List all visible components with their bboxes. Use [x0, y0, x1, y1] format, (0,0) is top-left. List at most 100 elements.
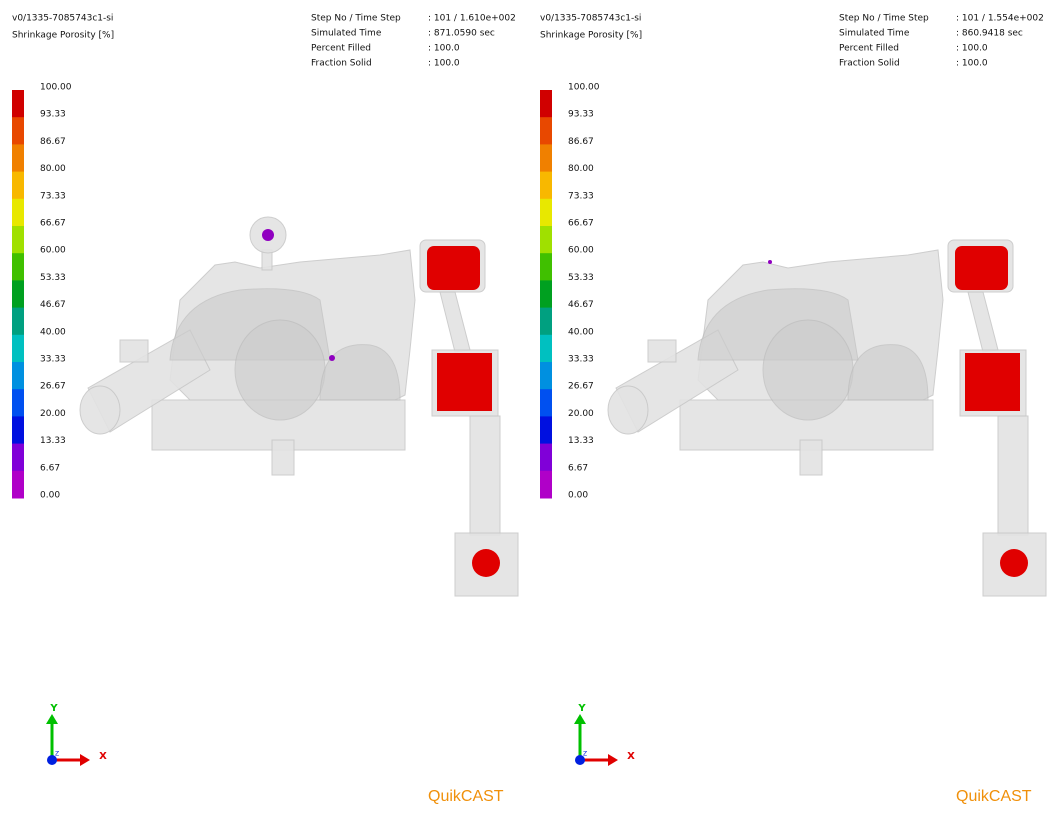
info-value: : 101 / 1.610e+002: [428, 14, 516, 24]
legend-label: 93.33: [40, 110, 66, 120]
legend-swatch: [12, 117, 24, 145]
casting-core: [234, 319, 326, 421]
legend-swatch: [12, 226, 24, 254]
axis-x-head: [608, 754, 618, 766]
legend-swatch: [12, 416, 24, 445]
porosity-region: [472, 549, 500, 577]
info-label: Percent Filled: [311, 44, 371, 54]
legend-label: 73.33: [40, 191, 66, 201]
pipe-end: [607, 385, 649, 435]
info-label: Simulated Time: [311, 29, 382, 39]
legend-swatch: [540, 470, 552, 499]
legend-swatch: [12, 470, 24, 499]
porosity-region: [437, 353, 492, 411]
casting-arch: [847, 344, 929, 401]
legend-swatch: [12, 144, 24, 173]
porosity-spot: [262, 229, 274, 241]
info-label: Simulated Time: [839, 29, 910, 39]
legend-label: 20.00: [40, 409, 66, 419]
legend-swatch: [540, 226, 552, 254]
panel: v0/1335-7085743c1-si Shrinkage Porosity […: [12, 14, 519, 805]
legend-label: 66.67: [568, 219, 594, 229]
legend-swatch: [540, 416, 552, 445]
legend-label: 86.67: [568, 137, 594, 147]
legend-swatch: [12, 253, 24, 281]
legend-label: 0.00: [40, 491, 60, 501]
legend-label: 46.67: [568, 300, 594, 310]
legend-swatch: [540, 389, 552, 417]
legend-label: 33.33: [568, 355, 594, 365]
legend-label: 26.67: [40, 382, 66, 392]
legend-label: 66.67: [40, 219, 66, 229]
casting-model: [607, 239, 1047, 597]
casting-stub: [647, 339, 677, 363]
legend-swatch: [12, 90, 24, 118]
brand: QuikCAST: [428, 788, 504, 805]
legend-label: 53.33: [40, 273, 66, 283]
info-value: : 101 / 1.554e+002: [956, 14, 1044, 24]
legend-label: 40.00: [568, 327, 594, 337]
legend-swatch: [540, 90, 552, 118]
panel: v0/1335-7085743c1-si Shrinkage Porosity […: [540, 14, 1047, 805]
legend-label: 53.33: [568, 273, 594, 283]
info-value: : 100.0: [956, 59, 988, 69]
pipe-end: [79, 385, 121, 435]
legend-swatch: [540, 280, 552, 309]
legend-label: 33.33: [40, 355, 66, 365]
porosity-region: [427, 246, 480, 290]
casting-arch: [319, 344, 401, 401]
legend-swatch: [12, 171, 24, 200]
model-name: v0/1335-7085743c1-si: [540, 14, 641, 24]
legend-label: 100.00: [40, 83, 72, 93]
result-name: Shrinkage Porosity [%]: [540, 31, 642, 41]
info-label: Fraction Solid: [839, 59, 900, 69]
legend-swatch: [12, 198, 24, 227]
legend-label: 0.00: [568, 491, 588, 501]
info-value: : 100.0: [428, 44, 460, 54]
casting-foot: [271, 439, 295, 476]
legend-swatch: [12, 334, 24, 363]
legend-swatch: [540, 171, 552, 200]
axis-y-label: Y: [577, 703, 586, 714]
legend-label: 20.00: [568, 409, 594, 419]
axis-y-head: [46, 714, 58, 724]
legend-label: 80.00: [568, 164, 594, 174]
porosity-spot: [768, 260, 772, 264]
info-label: Percent Filled: [839, 44, 899, 54]
legend-swatch: [540, 117, 552, 145]
legend-label: 100.00: [568, 83, 600, 93]
legend-label: 60.00: [40, 246, 66, 256]
casting-model: [79, 216, 519, 597]
model-name: v0/1335-7085743c1-si: [12, 14, 113, 24]
info-value: : 860.9418 sec: [956, 29, 1023, 39]
legend-swatch: [540, 307, 552, 336]
axis-z: [575, 755, 585, 765]
legend-swatch: [540, 253, 552, 281]
riser-neck: [967, 291, 999, 353]
legend-label: 86.67: [40, 137, 66, 147]
legend-swatch: [12, 362, 24, 390]
axis-y-head: [574, 714, 586, 724]
riser-neck: [439, 291, 471, 353]
legend-label: 93.33: [568, 110, 594, 120]
legend-label: 13.33: [568, 436, 594, 446]
legend-swatch: [12, 443, 24, 472]
info-value: : 100.0: [956, 44, 988, 54]
info-value: : 871.0590 sec: [428, 29, 495, 39]
legend-swatch: [540, 198, 552, 227]
porosity-spot: [329, 355, 335, 361]
porosity-region: [1000, 549, 1028, 577]
axis-z-label: Z: [583, 751, 587, 758]
legend-label: 60.00: [568, 246, 594, 256]
legend-label: 26.67: [568, 382, 594, 392]
legend-label: 6.67: [40, 463, 60, 473]
axis-z: [47, 755, 57, 765]
info-label: Step No / Time Step: [839, 14, 929, 24]
casting-core: [762, 319, 854, 421]
porosity-region: [955, 246, 1008, 290]
axis-y-label: Y: [49, 703, 58, 714]
info-label: Fraction Solid: [311, 59, 372, 69]
axis-x-label: X: [627, 751, 635, 762]
legend-label: 6.67: [568, 463, 588, 473]
